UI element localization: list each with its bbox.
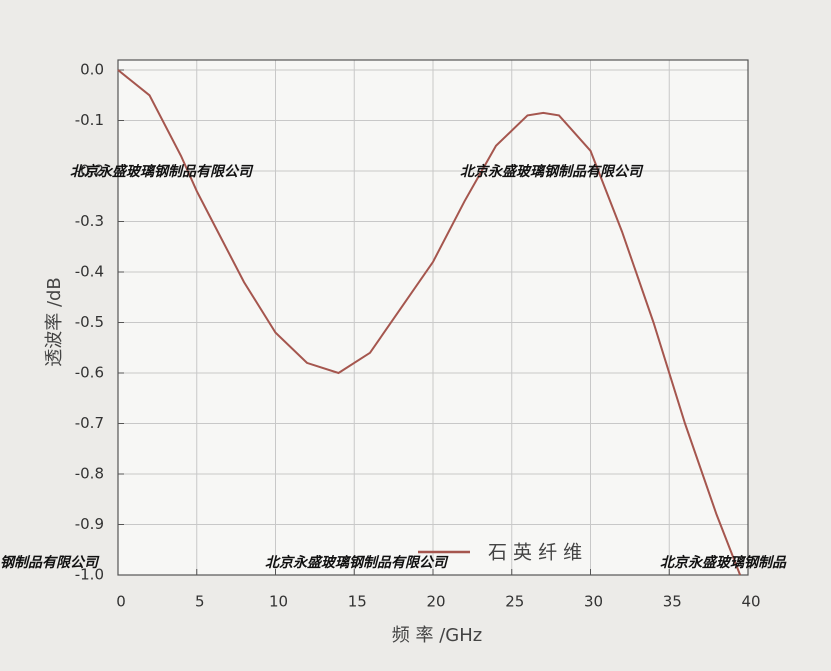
watermark: 北京永盛玻璃钢制品有限公司: [460, 163, 644, 180]
x-tick-label: 15: [348, 593, 367, 611]
y-tick-label: -0.9: [75, 515, 104, 533]
plot-frame: [117, 59, 749, 576]
watermark: 北京永盛玻璃钢制品有限公司: [265, 554, 449, 571]
y-tick-label: 0.0: [80, 61, 104, 79]
x-tick-label: 10: [269, 593, 288, 611]
y-axis-label: 透波率 /dB: [44, 277, 65, 367]
y-tick-label: -0.2: [75, 162, 104, 180]
y-tick-label: -0.4: [75, 263, 104, 281]
y-tick-label: -0.1: [75, 111, 104, 129]
watermark: 北京永盛玻璃钢制品: [660, 554, 787, 571]
watermark: 北京永盛玻璃钢制品有限公司: [70, 163, 254, 180]
x-tick-label: 20: [426, 593, 445, 611]
y-tick-label: -0.8: [75, 465, 104, 483]
x-tick-label: 25: [505, 593, 524, 611]
y-tick-label: -0.7: [75, 414, 104, 432]
x-axis-label: 频 率 /GHz: [392, 625, 482, 646]
legend-label: 石 英 纤 维: [488, 542, 582, 564]
x-tick-label: 35: [663, 593, 682, 611]
watermark: 钢制品有限公司: [0, 554, 100, 571]
y-tick-label: -1.0: [75, 566, 104, 584]
x-tick-label: 5: [195, 593, 205, 611]
x-tick-label: 30: [584, 593, 603, 611]
y-tick-label: -0.5: [75, 313, 104, 331]
y-tick-label: -0.3: [75, 212, 104, 230]
y-tick-label: -0.6: [75, 364, 104, 382]
data-line: [117, 69, 742, 576]
x-tick-label: 40: [741, 593, 760, 611]
x-tick-label: 0: [116, 593, 126, 611]
